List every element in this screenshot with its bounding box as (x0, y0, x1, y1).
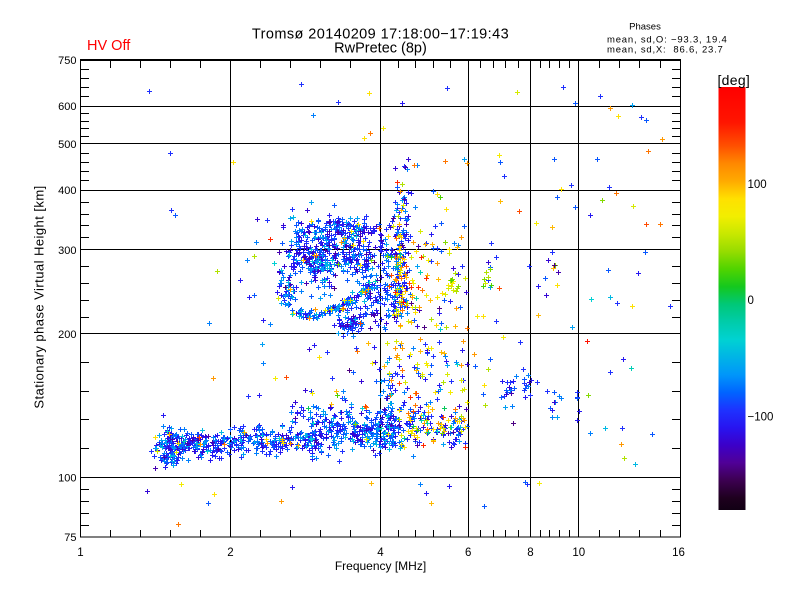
svg-text:300: 300 (58, 245, 76, 257)
svg-text:mean, sd,O: −93.3, 19.4: mean, sd,O: −93.3, 19.4 (607, 35, 728, 46)
svg-text:8: 8 (527, 547, 533, 559)
svg-text:200: 200 (58, 329, 76, 341)
svg-text:16: 16 (672, 547, 685, 559)
svg-text:600: 600 (58, 101, 76, 113)
svg-text:2: 2 (227, 547, 233, 559)
svg-text:RwPretec (8p): RwPretec (8p) (334, 41, 427, 57)
svg-text:Tromsø 20140209 17:18:00−17:19: Tromsø 20140209 17:18:00−17:19:43 (252, 27, 509, 43)
svg-text:1: 1 (77, 547, 83, 559)
svg-text:mean, sd,X: 86.6, 23.7: mean, sd,X: 86.6, 23.7 (607, 45, 724, 56)
svg-text:100: 100 (58, 472, 76, 484)
svg-text:Frequency [MHz]: Frequency [MHz] (335, 559, 426, 573)
svg-text:0: 0 (748, 295, 754, 307)
svg-text:6: 6 (465, 547, 471, 559)
svg-text:750: 750 (58, 55, 76, 67)
svg-text:−100: −100 (748, 412, 774, 424)
svg-text:400: 400 (58, 185, 76, 197)
svg-text:4: 4 (377, 547, 384, 559)
svg-text:[deg]: [deg] (717, 72, 750, 88)
svg-text:10: 10 (572, 547, 585, 559)
svg-text:500: 500 (58, 139, 76, 151)
svg-text:100: 100 (748, 179, 767, 191)
svg-text:HV Off: HV Off (87, 38, 131, 54)
svg-text:75: 75 (64, 532, 76, 544)
svg-text:Phases: Phases (629, 22, 661, 33)
svg-text:Stationary phase Virtual Heigh: Stationary phase Virtual Height [km] (32, 185, 47, 408)
